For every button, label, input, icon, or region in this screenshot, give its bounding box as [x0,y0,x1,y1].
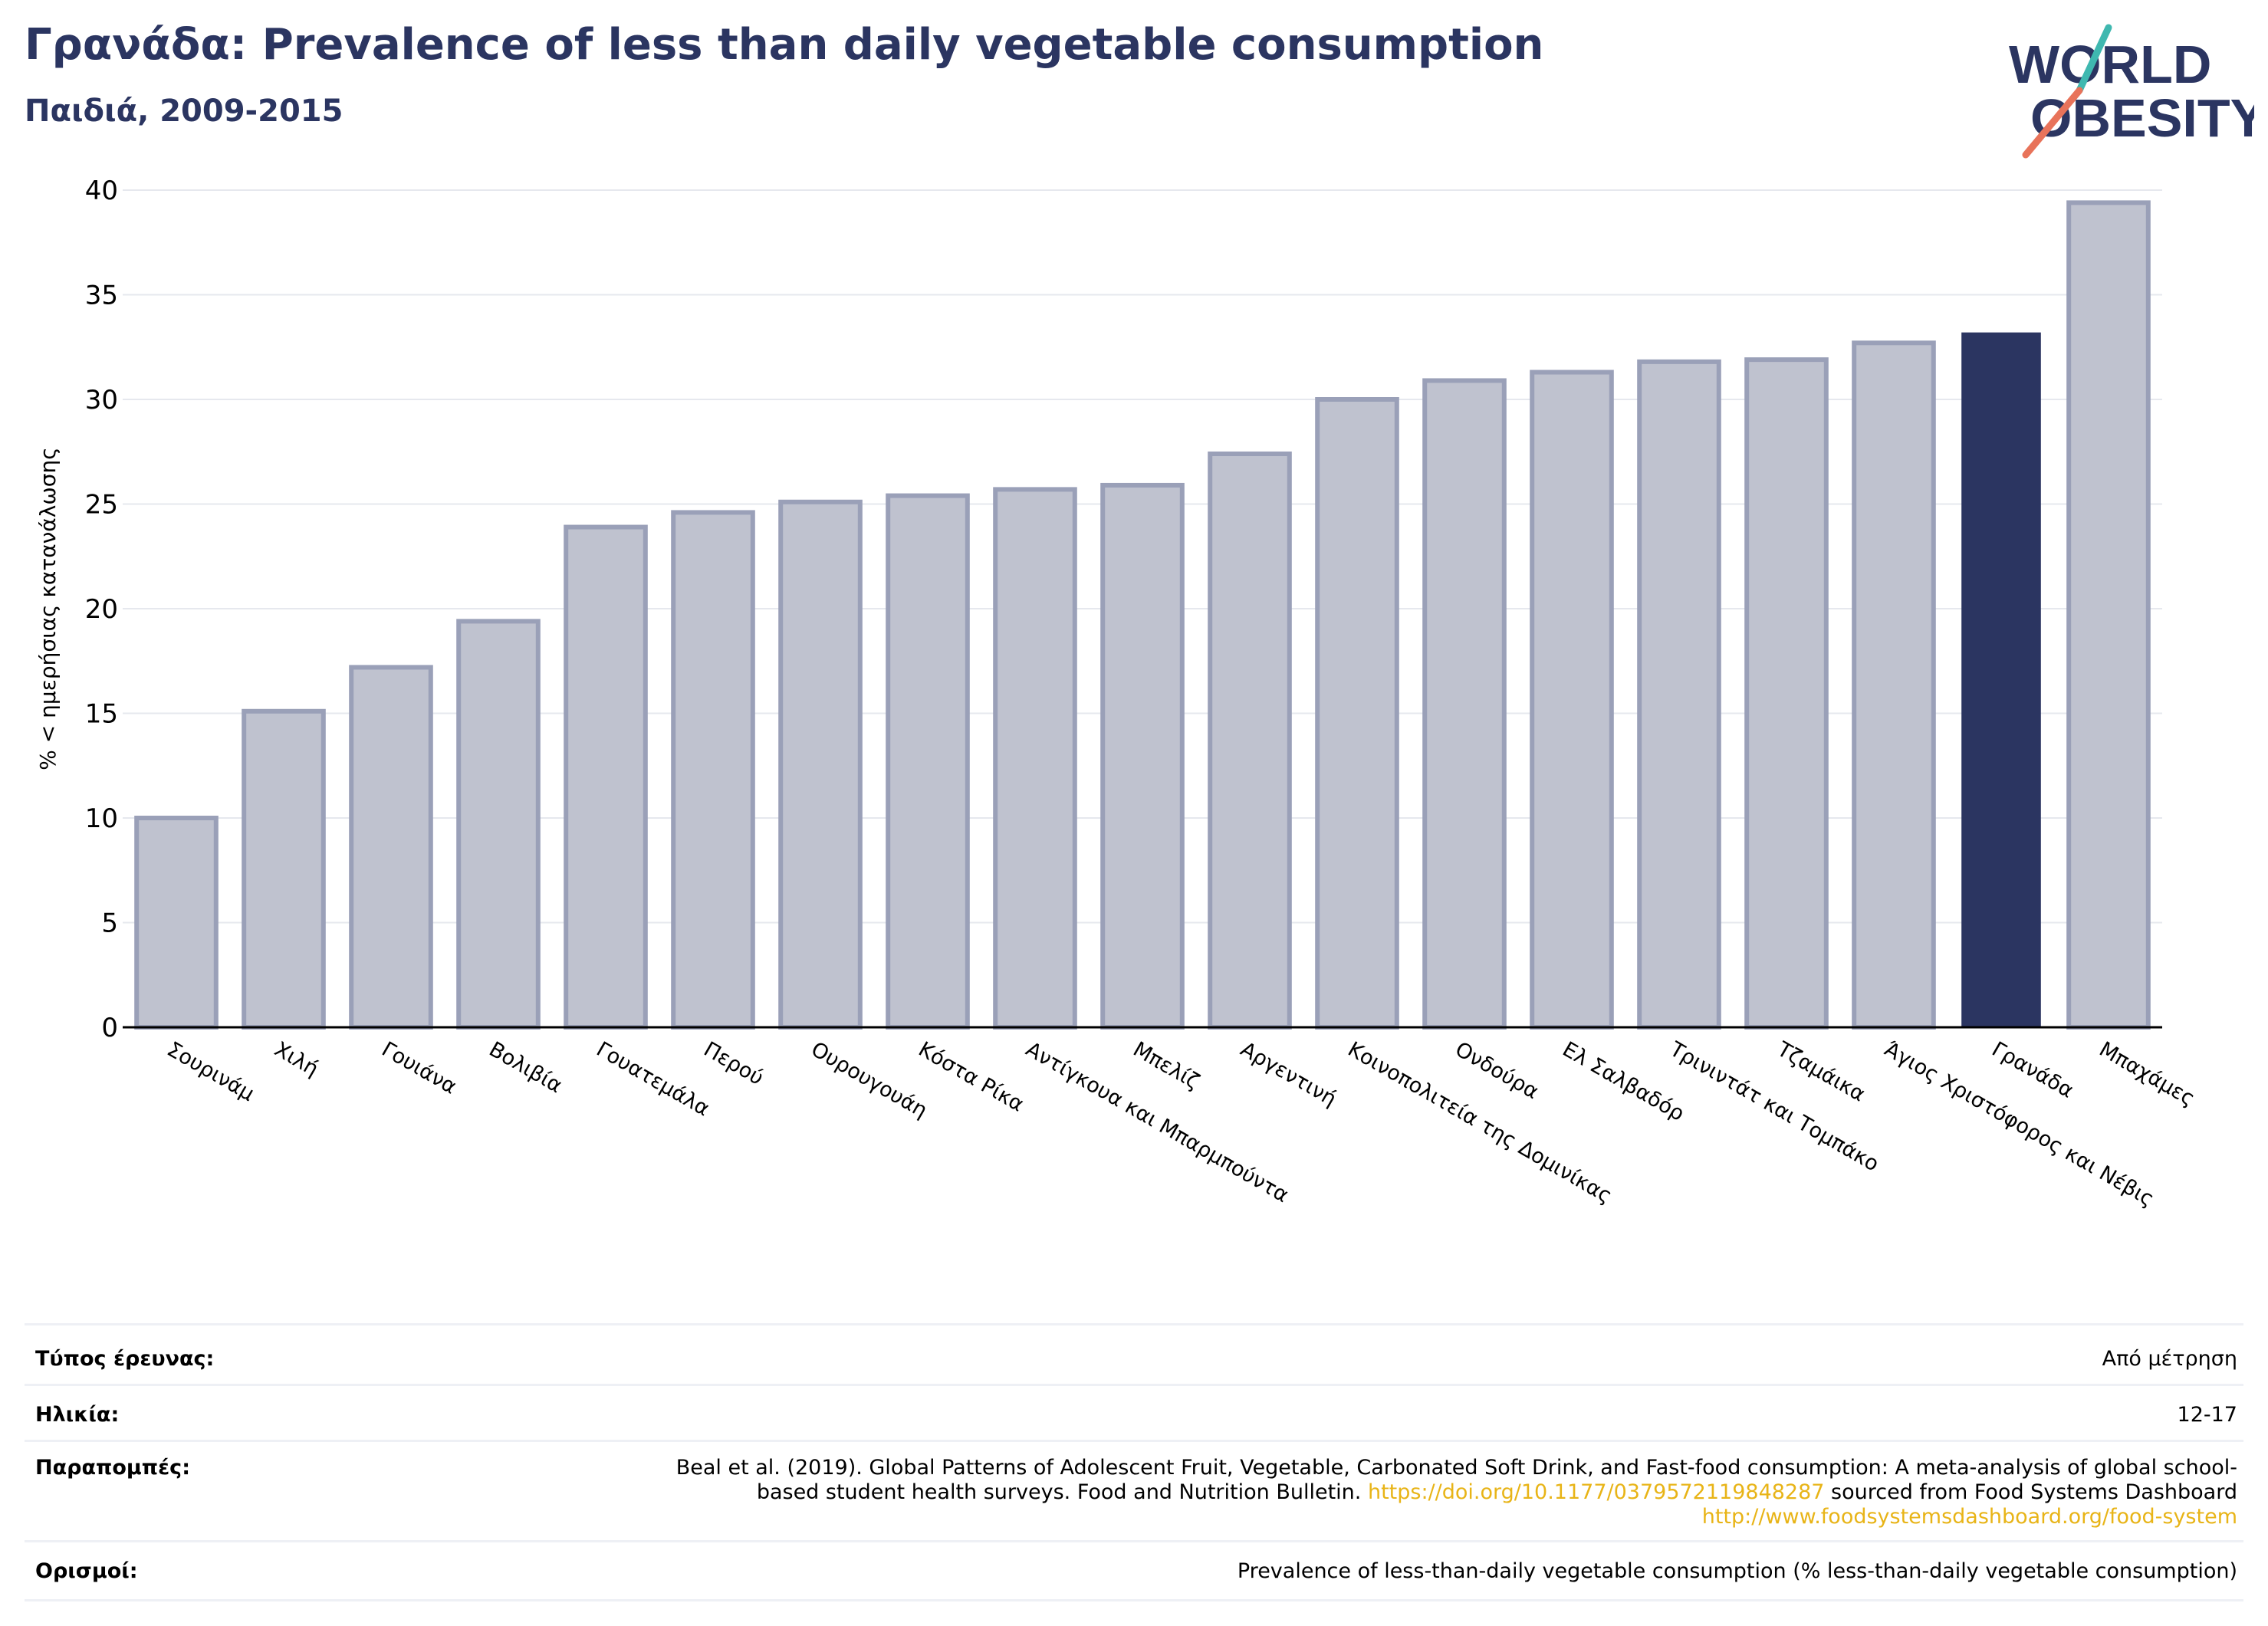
bars [134,200,2151,1030]
bar-15 [1744,357,1829,1030]
y-tick-label: 20 [85,594,118,625]
bar-7 [886,493,970,1030]
info-row: Τύπος έρευνας: Από μέτρηση [25,1323,2243,1384]
y-tick-label: 15 [85,699,118,730]
info-row: Ηλικία: 12-17 [25,1384,2243,1440]
info-value: Prevalence of less-than-daily vegetable … [1237,1559,2237,1583]
info-row: Ορισμοί: Prevalence of less-than-daily ve… [25,1540,2243,1601]
y-tick-label: 0 [101,1013,118,1043]
chart-title: Γρανάδα: Prevalence of less than daily v… [25,20,1544,70]
x-tick-label: Γουιάνα [378,1037,461,1099]
reference-link[interactable]: https://doi.org/10.1177/0379572119848287 [1367,1480,1825,1504]
x-tick-label: Τζαμάικα [1773,1037,1869,1107]
reference-link[interactable]: http://www.foodsystemsdashboard.org/food… [1701,1505,2237,1529]
logo-line-2: OBESITY [2030,88,2254,148]
x-tick-label: Περού [700,1037,768,1090]
bar-18 [2066,200,2151,1030]
chart-subtitle: Παιδιά, 2009-2015 [25,94,343,129]
bar-16 [1852,340,1936,1030]
x-tick-label: Ουρουγουάη [807,1037,932,1122]
reference-text: Beal et al. (2019). Global Patterns of A… [675,1456,2237,1504]
y-axis-ticks: 0 5 10 15 20 25 30 35 40 [85,176,118,1043]
bar-10 [1208,451,1292,1030]
info-table: Τύπος έρευνας: Από μέτρηση Ηλικία: 12-17 Παρ… [25,1323,2243,1601]
bar-8 [993,487,1077,1030]
info-value: Από μέτρηση [2102,1347,2237,1371]
logo-slash-top [2076,24,2112,94]
world-obesity-logo: WORLD OBESITY [2009,24,2254,159]
bar-5 [671,510,755,1030]
bar-6 [778,499,863,1030]
logo-line-1: WORLD [2009,34,2211,94]
x-tick-label: Σουρινάμ [163,1037,258,1106]
info-label: Τύπος έρευνας: [35,1347,215,1371]
bar-chart: 0 5 10 15 20 25 30 35 40 Σουρινάμ Χιλή Γουιάνα Βολι… [35,176,2199,1211]
x-tick-label: Ονδούρα [1451,1037,1543,1104]
bar-1 [242,708,326,1030]
y-tick-label: 10 [85,803,118,834]
bar-17 [1961,332,2041,1027]
y-axis-label: % < ημερήσιας κατανάλωσης [35,447,61,770]
x-tick-label: Χιλή [271,1037,323,1081]
x-tick-label: Γουατεμάλα [593,1037,714,1121]
y-tick-label: 30 [85,385,118,416]
y-tick-label: 5 [101,908,118,939]
bar-4 [564,524,648,1030]
info-label: Ορισμοί: [35,1559,138,1583]
bar-11 [1315,397,1399,1030]
info-label: Παραπομπές: [35,1456,190,1480]
bar-9 [1100,482,1185,1030]
reference-text: sourced from Food Systems Dashboard [1824,1480,2237,1504]
x-tick-label: Γρανάδα [1988,1037,2078,1102]
x-tick-label: Μπαχάμες [2095,1037,2199,1111]
x-tick-label: Κόστα Ρίκα [915,1037,1028,1116]
y-tick-label: 40 [85,176,118,206]
bar-13 [1530,370,1614,1030]
bar-14 [1637,359,1721,1030]
bar-0 [134,816,219,1030]
x-tick-label: Βολιβία [485,1037,567,1098]
info-label: Ηλικία: [35,1403,120,1427]
x-tick-label: Μπελίζ [1129,1037,1204,1094]
info-value: Beal et al. (2019). Global Patterns of A… [658,1456,2243,1529]
bar-3 [456,619,541,1030]
x-tick-label: Αργεντινή [1237,1037,1341,1111]
info-value: 12-17 [2177,1403,2237,1427]
x-tick-label: Ελ Σαλβαδόρ [1559,1037,1688,1126]
logo-slash-bottom [2022,87,2083,159]
bar-12 [1422,378,1507,1030]
y-tick-label: 35 [85,281,118,311]
info-row: Παραπομπές: Beal et al. (2019). Global Pa… [25,1440,2243,1540]
y-tick-label: 25 [85,490,118,521]
bar-2 [349,665,433,1030]
x-axis-labels: Σουρινάμ Χιλή Γουιάνα Βολιβία ΓουατεμάλαΠερο… [163,1037,2199,1211]
